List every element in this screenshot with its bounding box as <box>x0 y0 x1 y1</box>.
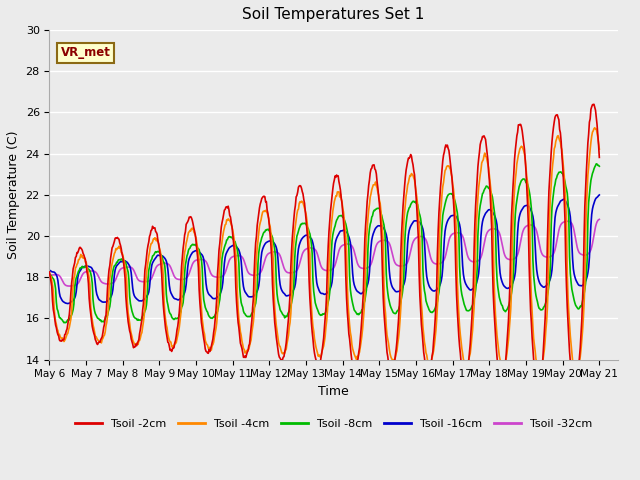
Y-axis label: Soil Temperature (C): Soil Temperature (C) <box>7 131 20 259</box>
Text: VR_met: VR_met <box>61 47 111 60</box>
X-axis label: Time: Time <box>318 385 349 398</box>
Title: Soil Temperatures Set 1: Soil Temperatures Set 1 <box>243 7 425 22</box>
Legend: Tsoil -2cm, Tsoil -4cm, Tsoil -8cm, Tsoil -16cm, Tsoil -32cm: Tsoil -2cm, Tsoil -4cm, Tsoil -8cm, Tsoi… <box>70 415 597 433</box>
